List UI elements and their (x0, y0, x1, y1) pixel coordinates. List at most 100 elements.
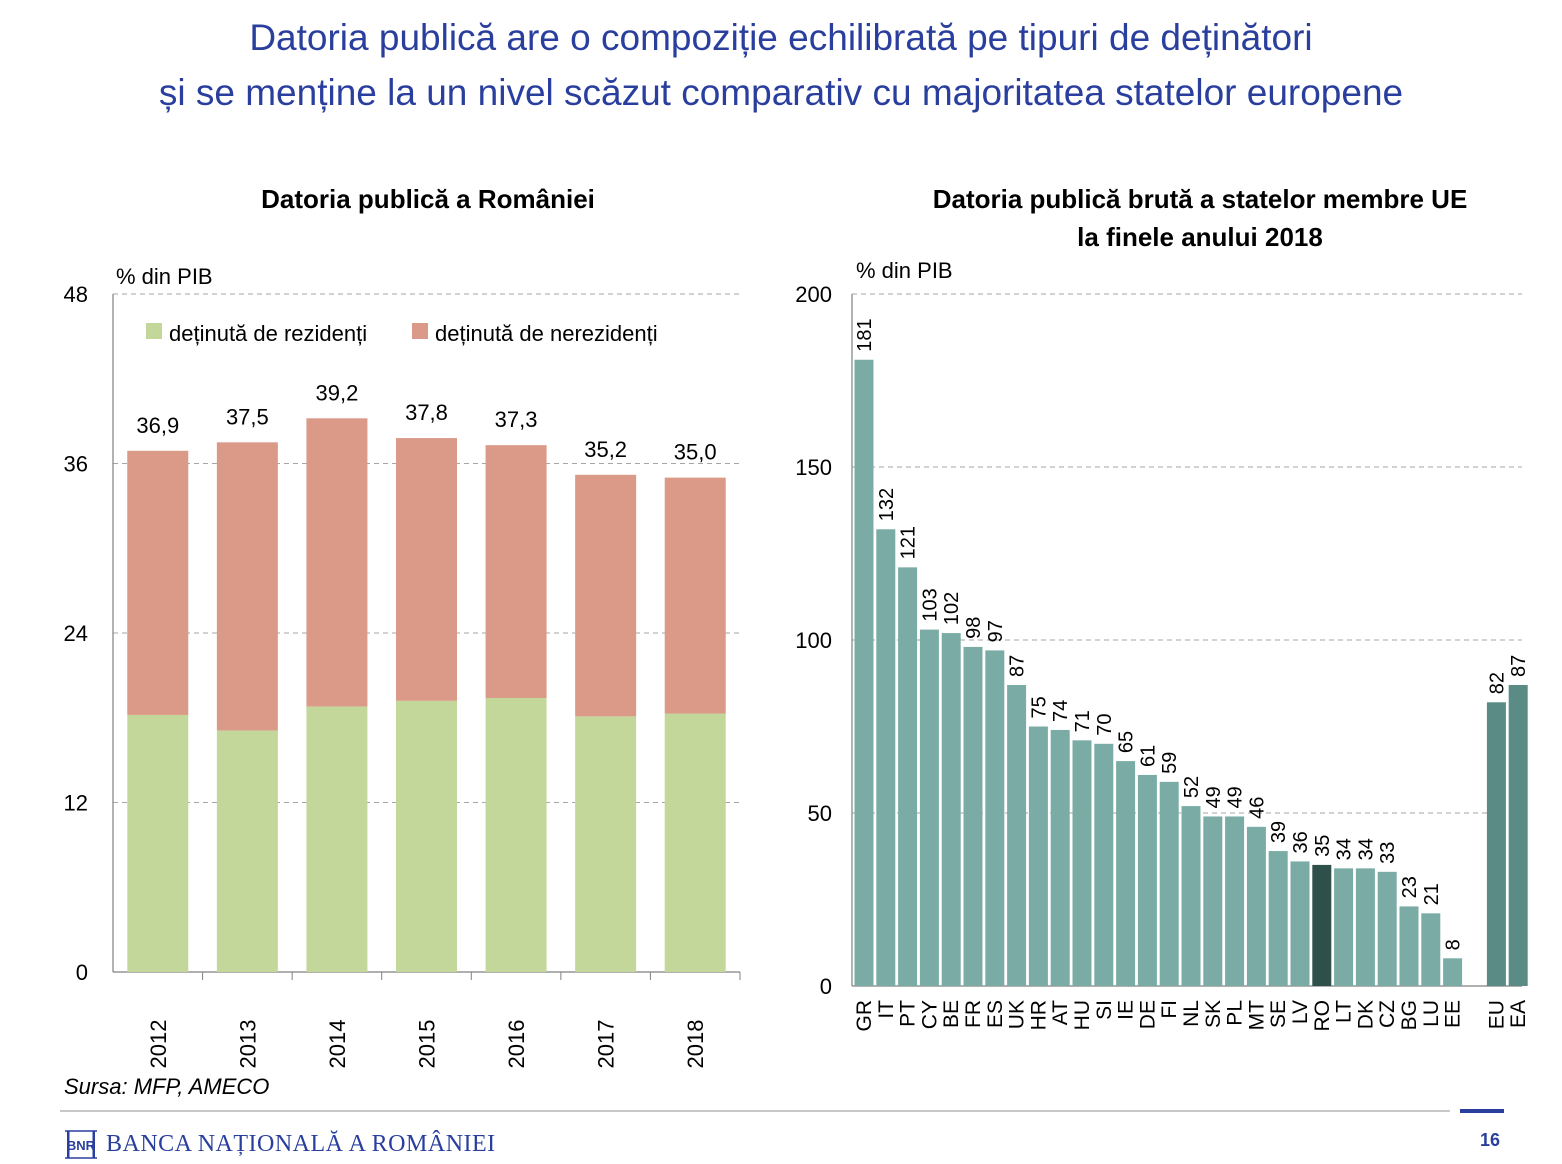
bar-value-label: 49 (1225, 786, 1247, 808)
bar-residents (575, 716, 637, 972)
bar-nonresidents (216, 442, 278, 731)
bar-value-label: 103 (919, 588, 941, 621)
bar-sk (1203, 816, 1223, 986)
bar-value-label: 71 (1072, 710, 1094, 732)
x-tick-label: DE (1136, 1000, 1159, 1029)
bar-value-label: 39 (1268, 821, 1290, 843)
x-tick-label: PL (1224, 1000, 1247, 1026)
bar-se (1268, 851, 1288, 986)
bar-value-label: 46 (1246, 797, 1268, 819)
y-tick-label: 36 (64, 452, 88, 477)
x-tick-label: LV (1289, 1000, 1312, 1024)
bnr-monogram-letters: BNR (67, 1138, 96, 1153)
bar-value-label: 87 (1508, 655, 1530, 677)
y-tick-label: 0 (820, 974, 832, 999)
x-tick-label: DK (1354, 1000, 1377, 1029)
x-tick-label: SE (1267, 1000, 1290, 1028)
bar-value-label: 34 (1355, 838, 1377, 860)
x-tick-label: 2018 (683, 1020, 708, 1069)
bar-value-label: 102 (941, 592, 963, 625)
bar-ea (1508, 684, 1528, 986)
bar-ee (1443, 958, 1463, 986)
footer-logo: BNR BANCA NAȚIONALĂ A ROMÂNIEI (62, 1124, 496, 1164)
bar-nonresidents (127, 450, 189, 715)
x-tick-label: 2012 (146, 1020, 171, 1069)
bar-lv (1290, 861, 1310, 986)
bar-total-label: 37,8 (405, 400, 448, 425)
bar-hu (1072, 740, 1092, 986)
bar-residents (306, 706, 368, 972)
bar-value-label: 21 (1421, 883, 1443, 905)
bar-value-label: 87 (1007, 655, 1029, 677)
y-tick-label: 150 (795, 455, 832, 480)
bar-value-label: 52 (1181, 776, 1203, 798)
footer-divider (60, 1110, 1450, 1112)
bar-total-label: 39,2 (316, 380, 359, 405)
bar-value-label: 98 (963, 617, 985, 639)
x-tick-label: 2015 (415, 1020, 440, 1069)
x-tick-label: LT (1333, 1000, 1356, 1023)
x-tick-label: UK (1006, 1000, 1029, 1029)
bar-total-label: 35,2 (584, 437, 627, 462)
bar-residents (485, 697, 547, 972)
x-tick-label: BE (940, 1000, 963, 1028)
bar-lu (1421, 913, 1441, 986)
left-chart-title: Datoria publică a României (261, 184, 595, 214)
bar-value-label: 70 (1094, 714, 1116, 736)
bar-mt (1246, 826, 1266, 986)
bar-cy (919, 629, 939, 986)
bar-nonresidents (575, 474, 637, 717)
x-tick-label: AT (1049, 1000, 1072, 1025)
bar-value-label: 34 (1334, 838, 1356, 860)
y-axis-unit: % din PIB (856, 258, 953, 283)
x-tick-label: SK (1202, 1000, 1225, 1028)
bar-value-label: 59 (1159, 752, 1181, 774)
x-tick-label: ES (984, 1000, 1007, 1028)
bar-pl (1225, 816, 1245, 986)
bar-value-label: 97 (985, 620, 1007, 642)
bar-total-label: 35,0 (674, 440, 717, 465)
bar-value-label: 82 (1486, 672, 1508, 694)
legend-label: deținută de nerezidenți (435, 321, 658, 346)
bank-name: BANCA NAȚIONALĂ A ROMÂNIEI (106, 1130, 496, 1157)
bar-value-label: 61 (1137, 745, 1159, 767)
x-tick-label: 2014 (325, 1020, 350, 1069)
right-chart-title-line-2: la finele anului 2018 (1077, 222, 1323, 252)
x-tick-label: IE (1115, 1000, 1138, 1020)
x-tick-label: PT (897, 1000, 920, 1027)
bar-cz (1377, 871, 1397, 986)
x-tick-label: GR (853, 1000, 876, 1032)
bar-value-label: 36 (1290, 831, 1312, 853)
x-tick-label: CZ (1376, 1000, 1399, 1028)
bar-lt (1334, 868, 1354, 986)
bar-eu (1486, 702, 1506, 986)
x-tick-label: 2016 (504, 1020, 529, 1069)
legend-label: deținută de rezidenți (169, 321, 367, 346)
bar-value-label: 33 (1377, 842, 1399, 864)
x-tick-label: NL (1180, 1000, 1203, 1027)
y-tick-label: 100 (795, 628, 832, 653)
bar-value-label: 75 (1028, 696, 1050, 718)
bar-value-label: 8 (1443, 939, 1465, 950)
bar-de (1137, 774, 1157, 986)
bar-value-label: 121 (898, 526, 920, 559)
legend-swatch (146, 323, 162, 339)
bar-value-label: 181 (854, 318, 876, 351)
eu-debt-chart: 0 50 100 150 200 % din PIB 181 GR 132 IT 121 PT 103 C… (795, 258, 1530, 1032)
bar-value-label: 132 (876, 488, 898, 521)
right-chart-title-line-1: Datoria publică brută a statelor membre … (932, 184, 1468, 214)
slide-title: Datoria publică are o compoziție echilib… (0, 10, 1562, 120)
right-chart-title: Datoria publică brută a statelor membre … (880, 180, 1520, 256)
legend-swatch (412, 323, 428, 339)
y-tick-label: 24 (64, 621, 88, 646)
bar-be (941, 633, 961, 986)
y-tick-label: 48 (64, 282, 88, 307)
bar-bg (1399, 906, 1419, 986)
x-tick-label: FR (962, 1000, 985, 1028)
x-tick-label: IT (875, 1000, 898, 1019)
y-tick-label: 50 (808, 801, 832, 826)
x-tick-label: LU (1420, 1000, 1443, 1027)
bar-residents (127, 714, 189, 972)
bar-nonresidents (664, 477, 726, 714)
bar-fr (963, 646, 983, 986)
